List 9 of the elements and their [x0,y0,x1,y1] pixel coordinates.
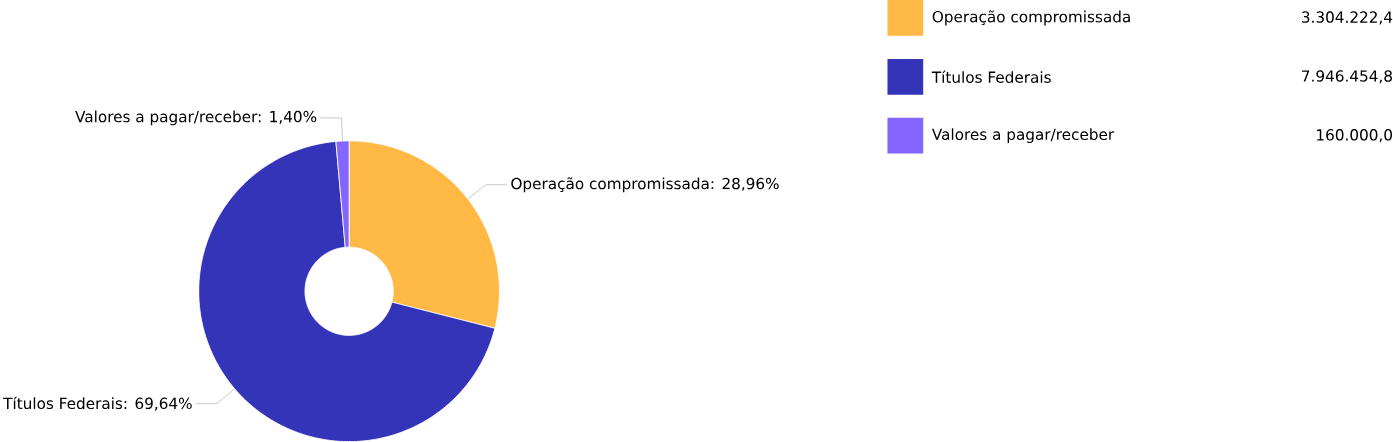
data-label: Valores a pagar/receber: 1,40% [75,110,317,126]
legend-label: Títulos Federais [931,70,1051,83]
legend-label: Operação compromissada [932,10,1130,26]
text: 3.304.222,4 [1302,11,1393,25]
legend-label: Valores a pagar/receber [931,128,1115,143]
data-label: Operação compromissada: 28,96% [511,177,779,193]
text: 7.946.454,8 [1302,70,1392,84]
text: 160.000,0 [1317,129,1392,143]
data-label: Títulos Federais: 69,64% [3,396,192,411]
